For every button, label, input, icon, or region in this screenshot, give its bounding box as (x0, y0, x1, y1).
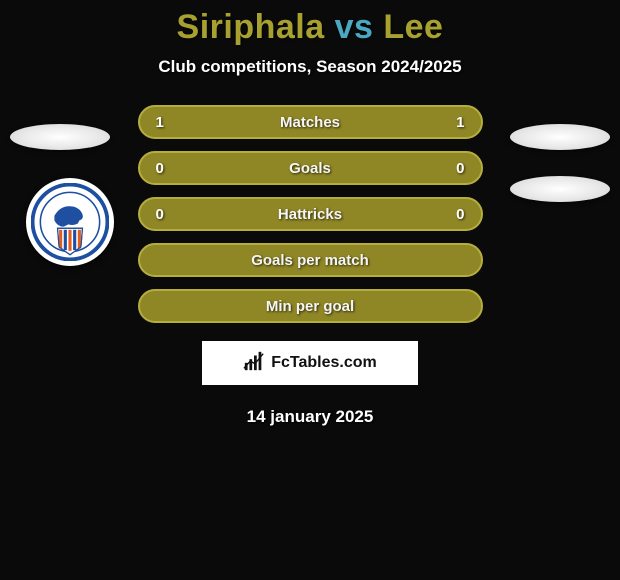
stat-label: Hattricks (140, 206, 481, 223)
stat-row: 0Goals0 (138, 151, 483, 185)
stat-row: Min per goal (138, 289, 483, 323)
fctables-watermark: FcTables.com (202, 341, 418, 385)
stat-label: Goals per match (140, 252, 481, 269)
stat-row: Goals per match (138, 243, 483, 277)
player1-name: Siriphala (177, 8, 325, 46)
stat-row: 1Matches1 (138, 105, 483, 139)
player2-name: Lee (383, 8, 443, 46)
stat-label: Matches (140, 114, 481, 131)
player2-marker-1 (510, 124, 610, 150)
vs-text: vs (335, 8, 374, 46)
comparison-title: Siriphala vs Lee (0, 8, 620, 47)
player1-marker (10, 124, 110, 150)
fctables-label: FcTables.com (271, 354, 377, 372)
stat-label: Min per goal (140, 298, 481, 315)
club-badge (26, 178, 114, 266)
chart-bars-icon (243, 350, 265, 377)
date-text: 14 january 2025 (0, 407, 620, 427)
player2-marker-2 (510, 176, 610, 202)
subtitle: Club competitions, Season 2024/2025 (0, 57, 620, 77)
stat-row: 0Hattricks0 (138, 197, 483, 231)
stat-label: Goals (140, 160, 481, 177)
